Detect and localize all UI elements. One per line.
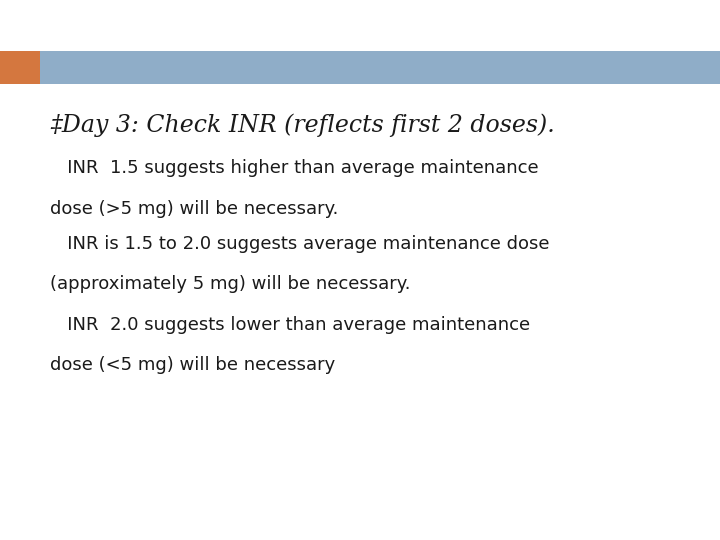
- Bar: [0, 51, 720, 84]
- Text: ‡Day 3: Check INR (reflects first 2 doses).: ‡Day 3: Check INR (reflects first 2 dose…: [50, 113, 555, 137]
- Text: INR is 1.5 to 2.0 suggests average maintenance dose: INR is 1.5 to 2.0 suggests average maint…: [50, 235, 550, 253]
- Text: (approximately 5 mg) will be necessary.: (approximately 5 mg) will be necessary.: [50, 275, 411, 293]
- Text: dose (>5 mg) will be necessary.: dose (>5 mg) will be necessary.: [50, 200, 339, 218]
- Text: dose (<5 mg) will be necessary: dose (<5 mg) will be necessary: [50, 356, 336, 374]
- Text: INR  1.5 suggests higher than average maintenance: INR 1.5 suggests higher than average mai…: [50, 159, 539, 177]
- Bar: [0, 51, 40, 84]
- Text: INR  2.0 suggests lower than average maintenance: INR 2.0 suggests lower than average main…: [50, 316, 531, 334]
